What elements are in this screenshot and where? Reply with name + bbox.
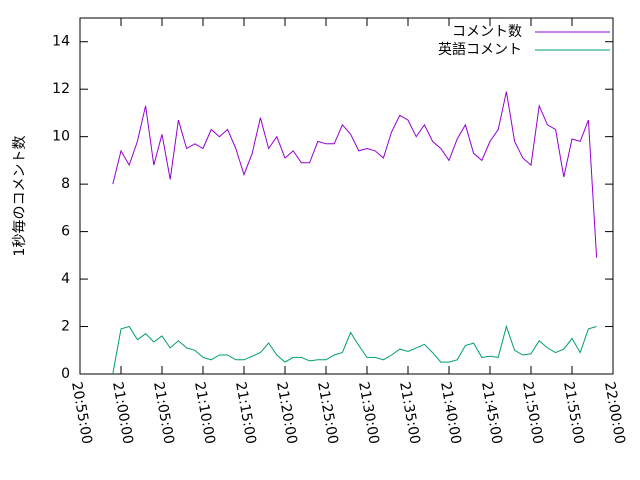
y-axis-label: 1秒毎のコメント数 [12, 136, 28, 257]
x-tick-label: 21:50:00 [519, 381, 546, 446]
x-tick-label: 21:30:00 [355, 381, 382, 446]
y-tick-label: 12 [52, 81, 70, 97]
y-tick-label: 4 [61, 271, 70, 287]
x-tick-label: 22:00:00 [601, 381, 628, 446]
legend-label: コメント数 [452, 24, 522, 40]
x-tick-label: 20:55:00 [68, 381, 95, 446]
y-tick-label: 2 [61, 319, 70, 335]
x-tick-label: 21:05:00 [150, 381, 177, 446]
x-tick-label: 21:45:00 [478, 381, 505, 446]
y-tick-label: 0 [61, 366, 70, 382]
plot-border [79, 17, 614, 375]
legend-label: 英語コメント [438, 41, 522, 58]
x-tick-label: 21:10:00 [191, 381, 218, 446]
y-tick-label: 14 [52, 34, 70, 50]
series-line [112, 324, 597, 375]
series-line [112, 91, 598, 258]
x-tick-label: 21:35:00 [396, 381, 423, 446]
x-tick-label: 21:15:00 [232, 381, 259, 446]
x-tick-label: 21:25:00 [314, 381, 341, 446]
y-tick-label: 10 [52, 129, 70, 145]
y-tick-label: 8 [61, 176, 70, 192]
x-tick-label: 21:40:00 [437, 381, 464, 446]
x-tick-label: 21:20:00 [273, 381, 300, 446]
x-tick-label: 21:00:00 [109, 381, 136, 446]
y-tick-label: 6 [61, 224, 70, 240]
x-tick-label: 21:55:00 [560, 381, 587, 446]
